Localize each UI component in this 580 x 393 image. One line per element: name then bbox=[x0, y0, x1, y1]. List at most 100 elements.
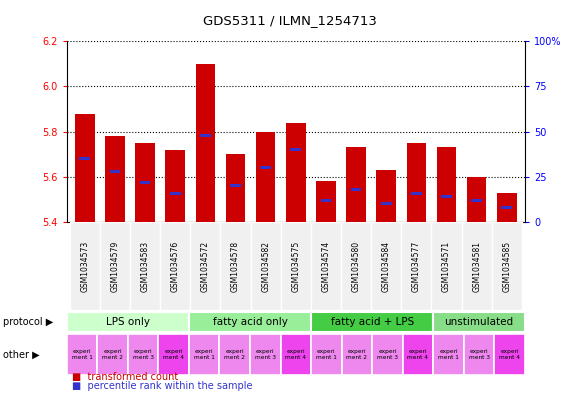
Text: GDS5311 / ILMN_1254713: GDS5311 / ILMN_1254713 bbox=[203, 14, 377, 27]
Bar bbox=[371, 222, 401, 310]
Bar bbox=[67, 312, 189, 332]
Text: experi
ment 4: experi ment 4 bbox=[408, 349, 429, 360]
Text: GSM1034579: GSM1034579 bbox=[110, 241, 119, 292]
Bar bbox=[281, 222, 311, 310]
Text: experi
ment 1: experi ment 1 bbox=[194, 349, 215, 360]
Text: experi
ment 4: experi ment 4 bbox=[285, 349, 306, 360]
Text: experi
ment 3: experi ment 3 bbox=[133, 349, 154, 360]
Bar bbox=[433, 312, 525, 332]
Bar bbox=[407, 143, 426, 222]
Bar bbox=[75, 114, 95, 222]
Bar bbox=[256, 132, 276, 222]
Text: ■  transformed count: ■ transformed count bbox=[72, 373, 179, 382]
Text: experi
ment 4: experi ment 4 bbox=[499, 349, 520, 360]
Text: GSM1034581: GSM1034581 bbox=[472, 241, 481, 292]
Text: experi
ment 2: experi ment 2 bbox=[346, 349, 367, 360]
Bar bbox=[189, 334, 219, 375]
Bar bbox=[165, 150, 185, 222]
Bar bbox=[135, 143, 155, 222]
Bar bbox=[226, 154, 245, 222]
Text: GSM1034584: GSM1034584 bbox=[382, 241, 391, 292]
Bar bbox=[462, 222, 492, 310]
Bar bbox=[286, 123, 306, 222]
Bar bbox=[502, 206, 512, 209]
Bar bbox=[441, 195, 452, 198]
Bar bbox=[189, 312, 311, 332]
Bar bbox=[140, 181, 150, 184]
Text: experi
ment 1: experi ment 1 bbox=[438, 349, 459, 360]
Bar bbox=[128, 334, 158, 375]
Text: experi
ment 4: experi ment 4 bbox=[163, 349, 184, 360]
Text: experi
ment 3: experi ment 3 bbox=[469, 349, 490, 360]
Text: experi
ment 3: experi ment 3 bbox=[255, 349, 276, 360]
Text: LPS only: LPS only bbox=[106, 317, 150, 327]
Bar bbox=[130, 222, 160, 310]
Bar bbox=[260, 166, 271, 169]
Text: protocol ▶: protocol ▶ bbox=[3, 317, 53, 327]
Text: GSM1034574: GSM1034574 bbox=[321, 241, 331, 292]
Bar bbox=[467, 177, 487, 222]
Bar bbox=[403, 334, 433, 375]
Bar bbox=[411, 192, 422, 195]
Bar bbox=[250, 334, 281, 375]
Text: fatty acid only: fatty acid only bbox=[212, 317, 288, 327]
Bar bbox=[251, 222, 281, 310]
Bar bbox=[100, 222, 130, 310]
Bar bbox=[219, 334, 250, 375]
Text: GSM1034572: GSM1034572 bbox=[201, 241, 210, 292]
Bar bbox=[291, 148, 301, 151]
Bar bbox=[437, 147, 456, 222]
Bar bbox=[341, 222, 371, 310]
Bar bbox=[497, 193, 517, 222]
Bar bbox=[67, 334, 97, 375]
Bar bbox=[492, 222, 522, 310]
Bar bbox=[195, 64, 215, 222]
Text: experi
ment 3: experi ment 3 bbox=[377, 349, 398, 360]
Bar bbox=[311, 312, 433, 332]
Bar bbox=[401, 222, 432, 310]
Bar bbox=[316, 182, 336, 222]
Text: experi
ment 1: experi ment 1 bbox=[71, 349, 92, 360]
Bar bbox=[110, 170, 120, 173]
Bar bbox=[220, 222, 251, 310]
Text: GSM1034585: GSM1034585 bbox=[502, 241, 512, 292]
Bar bbox=[321, 199, 331, 202]
Bar bbox=[70, 222, 100, 310]
Bar bbox=[160, 222, 190, 310]
Bar bbox=[381, 202, 392, 206]
Text: unstimulated: unstimulated bbox=[444, 317, 514, 327]
Bar bbox=[376, 170, 396, 222]
Text: experi
ment 2: experi ment 2 bbox=[224, 349, 245, 360]
Bar bbox=[433, 334, 464, 375]
Bar bbox=[464, 334, 494, 375]
Bar bbox=[342, 334, 372, 375]
Text: GSM1034573: GSM1034573 bbox=[80, 241, 89, 292]
Text: ■  percentile rank within the sample: ■ percentile rank within the sample bbox=[72, 381, 253, 391]
Bar bbox=[170, 192, 180, 195]
Text: GSM1034576: GSM1034576 bbox=[171, 241, 180, 292]
Bar bbox=[105, 136, 125, 222]
Bar bbox=[311, 222, 341, 310]
Bar bbox=[311, 334, 342, 375]
Text: GSM1034583: GSM1034583 bbox=[140, 241, 150, 292]
Bar bbox=[372, 334, 403, 375]
Bar bbox=[351, 188, 361, 191]
Bar bbox=[494, 334, 525, 375]
Text: GSM1034577: GSM1034577 bbox=[412, 241, 421, 292]
Text: experi
ment 1: experi ment 1 bbox=[316, 349, 337, 360]
Bar bbox=[190, 222, 220, 310]
Text: experi
ment 2: experi ment 2 bbox=[102, 349, 123, 360]
Bar bbox=[97, 334, 128, 375]
Text: GSM1034575: GSM1034575 bbox=[291, 241, 300, 292]
Bar bbox=[281, 334, 311, 375]
Bar bbox=[346, 147, 366, 222]
Bar bbox=[79, 157, 90, 160]
Text: GSM1034580: GSM1034580 bbox=[351, 241, 361, 292]
Bar bbox=[230, 184, 241, 187]
Text: other ▶: other ▶ bbox=[3, 350, 39, 360]
Text: fatty acid + LPS: fatty acid + LPS bbox=[331, 317, 414, 327]
Bar bbox=[158, 334, 189, 375]
Text: GSM1034582: GSM1034582 bbox=[261, 241, 270, 292]
Text: GSM1034578: GSM1034578 bbox=[231, 241, 240, 292]
Bar bbox=[432, 222, 462, 310]
